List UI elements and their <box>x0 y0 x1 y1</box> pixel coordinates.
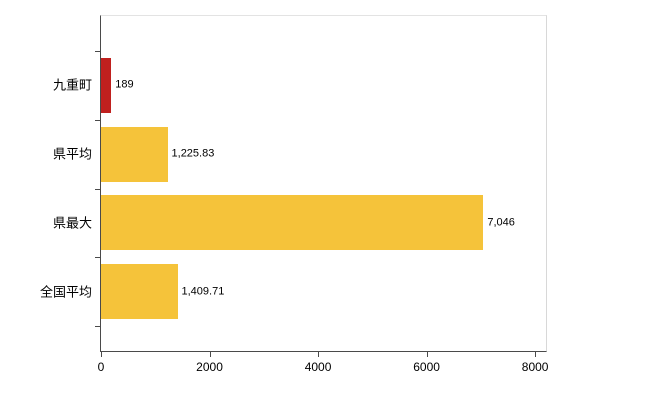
value-label-1: 1,225.83 <box>171 147 215 160</box>
bar-1 <box>101 126 168 182</box>
x-tick-label-0: 0 <box>97 360 105 374</box>
bar-2 <box>101 195 484 251</box>
value-label-0: 189 <box>115 78 134 91</box>
x-tick-label-1: 2000 <box>196 360 223 374</box>
bar-3 <box>101 264 178 320</box>
category-label-2: 県最大 <box>52 215 92 231</box>
y-axis-tick <box>95 257 101 259</box>
category-label-3: 全国平均 <box>39 284 92 300</box>
y-axis-tick <box>95 188 101 190</box>
value-label-2: 7,046 <box>487 216 515 229</box>
value-label-3: 1,409.71 <box>181 285 225 298</box>
x-axis-tick <box>209 352 211 357</box>
x-tick-label-4: 8000 <box>521 360 549 374</box>
y-axis-tick <box>95 51 101 52</box>
plot-area: 189 1,225.83 7,046 1,409.71 <box>100 15 547 352</box>
x-axis-tick <box>101 352 102 357</box>
x-tick-label-3: 6000 <box>413 360 440 374</box>
bar-0 <box>101 57 112 113</box>
x-axis-tick <box>318 352 320 357</box>
y-axis-tick <box>95 119 101 121</box>
category-label-1: 県平均 <box>52 146 92 162</box>
category-label-0: 九重町 <box>52 77 92 93</box>
y-axis-tick <box>95 326 101 327</box>
x-axis-tick <box>426 352 428 357</box>
x-axis-tick <box>535 352 537 357</box>
x-tick-label-2: 4000 <box>304 360 332 374</box>
